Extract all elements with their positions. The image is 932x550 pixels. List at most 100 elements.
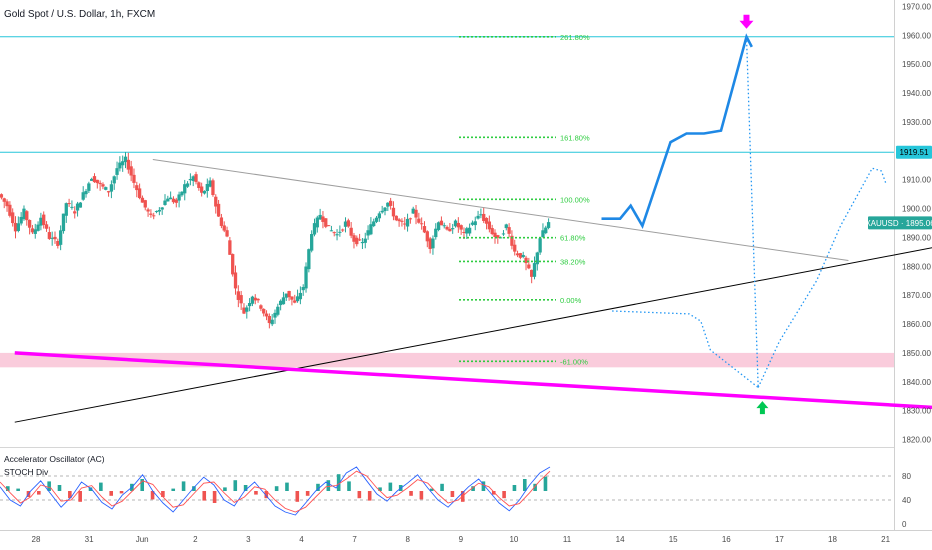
candle-body [160,207,164,210]
chart-title: Gold Spot / U.S. Dollar, 1h, FXCM [4,9,155,20]
candle-body [115,168,119,175]
candle-body [521,254,525,258]
candle-body [90,178,94,181]
resistance-trendline [152,158,849,262]
time-tick-12: 15 [669,535,678,544]
candle-body [445,226,449,230]
candle-body [191,176,195,181]
ac-histogram-bar [99,482,103,491]
candle-body [397,219,401,222]
ac-histogram-bar [16,488,20,491]
candle-body [214,196,218,207]
ac-histogram-bar [533,483,537,491]
time-tick-9: 10 [509,535,518,544]
candle-body [417,218,421,223]
candle-body [391,207,396,217]
fib-level-label-6: -61.00% [560,357,588,366]
candle-body [22,208,26,220]
price-tick-1850: 1850.00 [902,349,931,358]
candle-body [67,203,71,205]
candle-body [121,161,125,166]
candle-body [33,229,37,234]
candle-body [197,182,201,188]
ac-histogram-bar [264,491,269,499]
fib-level-label-4: 38.20% [560,257,586,266]
candle-body [171,198,176,203]
price-tag-label-0: 1919.51 [900,148,929,157]
candle-body [64,203,68,216]
ac-histogram-bar [357,491,362,499]
candle-body [253,297,257,301]
time-tick-6: 7 [352,535,357,544]
candle-body [326,225,331,227]
candle-body [301,287,305,291]
candle-body [135,185,139,191]
candle-body [143,200,147,208]
price-tick-1890: 1890.00 [902,233,931,242]
candle-body [259,305,263,309]
candle-body [386,202,390,207]
candle-body [369,224,373,235]
candle-body [13,222,18,232]
stoch-line-0 [0,466,551,516]
candle-body [400,220,404,222]
arrow-down-icon [739,14,754,29]
candle-body [425,231,429,242]
candle-body [42,214,46,225]
time-tick-14: 17 [775,535,784,544]
candle-body [318,214,322,220]
candle-body [19,216,23,224]
price-tick-1940: 1940.00 [902,89,931,98]
osc-tick-80: 80 [902,472,911,481]
candle-body [87,183,91,191]
candle-body [388,200,393,206]
candle-body [183,184,187,194]
candle-body [104,187,108,190]
candle-body [200,186,204,193]
candle-body [242,307,246,314]
candle-body [70,206,74,208]
candle-body [456,222,460,228]
candle-body [278,300,283,306]
candle-body [84,190,88,195]
ac-histogram-bar [543,476,548,491]
time-tick-0: 28 [32,535,41,544]
candle-body [295,296,300,302]
candle-body [476,215,480,219]
ac-histogram-bar [68,491,72,499]
osc-tick-0: 0 [902,520,907,529]
candle-body [298,292,303,300]
candle-body [75,203,80,211]
candle-body [256,298,260,301]
candle-body [411,208,415,214]
ac-histogram-bar [181,481,186,491]
candle-body [544,227,548,234]
candle-body [315,217,319,228]
candle-body [287,290,291,298]
candle-body [61,213,66,232]
projection-drop-path [745,36,759,388]
price-tick-1860: 1860.00 [902,320,931,329]
candle-body [538,238,542,253]
candle-body [451,228,455,230]
candle-body [524,257,528,264]
candle-body [140,197,145,203]
candle-body [541,230,545,238]
candle-body [149,213,153,215]
indicator-subtitle: STOCH Div [4,467,49,477]
candle-body [513,244,517,252]
candle-body [484,217,489,224]
candle-body [205,183,209,191]
candle-body [8,204,12,216]
ac-histogram-bar [388,482,393,491]
price-tick-1900: 1900.00 [902,205,931,214]
candle-body [168,197,173,200]
ac-histogram-bar [88,487,93,491]
candle-body [366,230,370,236]
price-tag-label-1: XAUUSD · 1895.06 [865,219,932,228]
candle-body [374,217,379,222]
ac-histogram-bar [367,491,372,501]
ac-histogram-bar [171,488,176,491]
candle-body [262,308,266,314]
